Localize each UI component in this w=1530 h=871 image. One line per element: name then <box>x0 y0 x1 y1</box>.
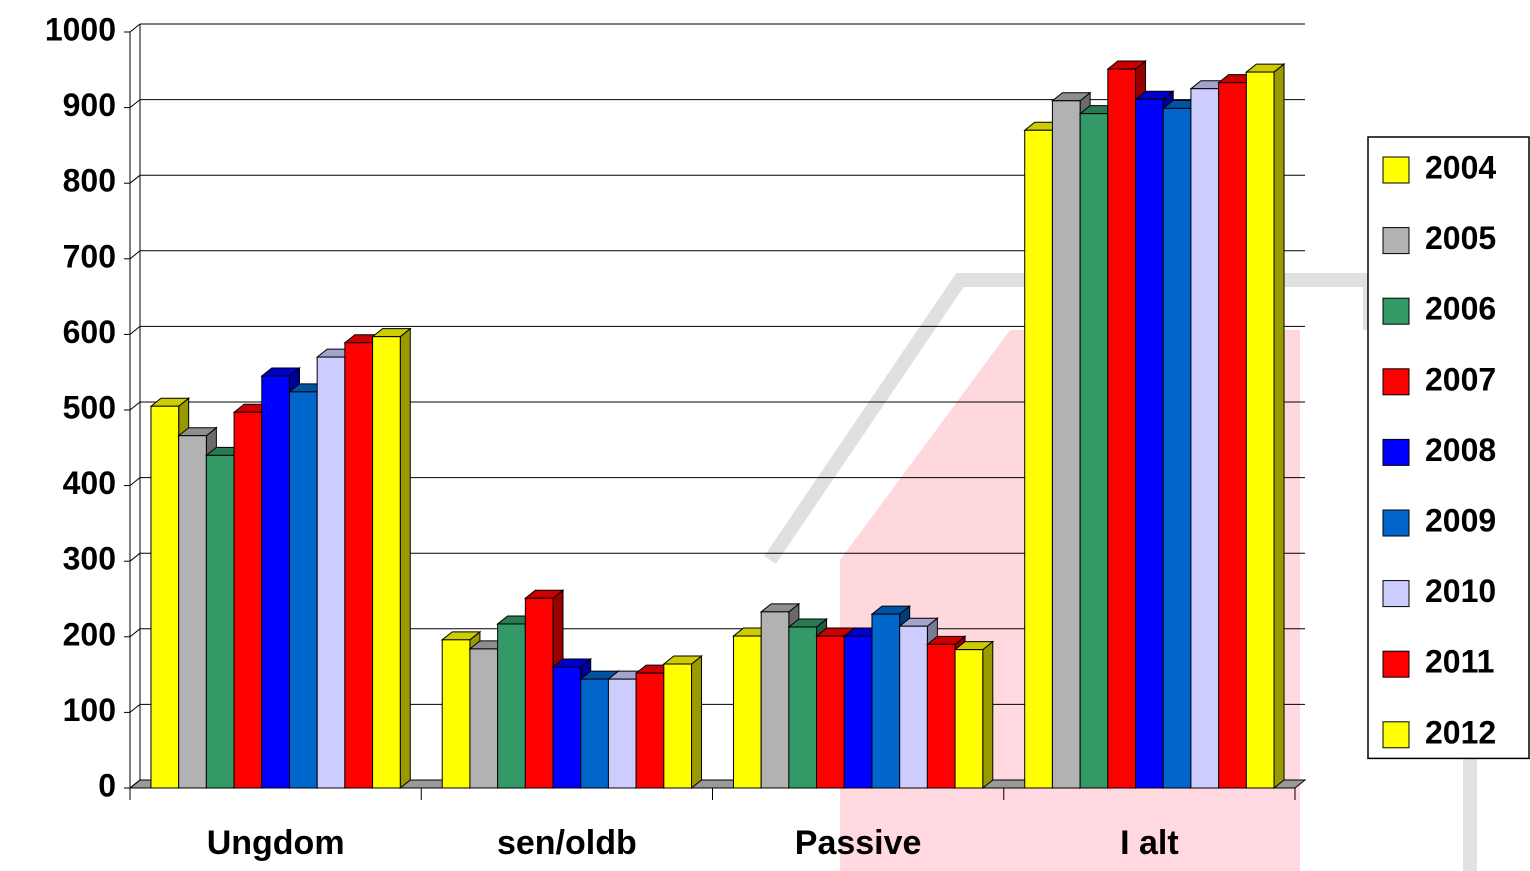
bar <box>816 635 845 789</box>
grid-line-side <box>129 174 141 184</box>
bar <box>1051 100 1081 789</box>
bar <box>441 639 471 789</box>
bar <box>1218 82 1247 789</box>
x-tick-label: I alt <box>1120 824 1179 862</box>
y-tick-label: 700 <box>63 238 116 274</box>
legend-label: 2009 <box>1425 502 1496 538</box>
legend-label: 2007 <box>1425 361 1496 397</box>
legend-swatch <box>1382 580 1410 608</box>
bar <box>899 625 928 789</box>
bar <box>663 663 693 789</box>
bar <box>1190 88 1220 789</box>
y-tick-label: 1000 <box>45 11 116 47</box>
bar <box>635 672 665 789</box>
y-tick-label: 600 <box>63 314 116 350</box>
bar <box>607 678 637 789</box>
legend-label: 2008 <box>1425 432 1496 468</box>
y-tick-label: 400 <box>63 465 116 501</box>
bar <box>871 613 901 789</box>
bar <box>1079 113 1109 789</box>
legend-swatch <box>1382 297 1410 325</box>
bar <box>344 342 374 789</box>
legend-swatch <box>1382 368 1410 396</box>
grid-line-side <box>129 250 141 260</box>
grid-line-side <box>129 552 141 562</box>
y-tick-label: 0 <box>98 767 116 803</box>
bar <box>178 435 207 789</box>
legend-label: 2004 <box>1425 149 1496 185</box>
legend-label: 2012 <box>1425 714 1496 750</box>
bar <box>469 648 499 789</box>
y-tick-label: 500 <box>63 389 116 425</box>
bar <box>552 666 582 789</box>
legend-swatch <box>1382 156 1410 184</box>
y-tick-label: 200 <box>63 616 116 652</box>
grid-line-side <box>129 23 141 33</box>
bar <box>233 411 263 789</box>
x-tick-label: Ungdom <box>207 824 345 862</box>
grid-line-side <box>129 779 141 789</box>
bar <box>1024 129 1053 789</box>
legend-swatch <box>1382 650 1410 678</box>
bar <box>732 635 762 789</box>
bar <box>316 356 346 789</box>
bar <box>205 454 235 789</box>
bar-side <box>982 640 994 790</box>
x-tick-label: Passive <box>795 824 922 862</box>
grid-line-side <box>129 99 141 108</box>
bar-side <box>399 327 411 790</box>
legend-label: 2010 <box>1425 573 1496 609</box>
y-tick-label: 900 <box>63 87 116 123</box>
bar <box>150 405 180 789</box>
bar-side <box>1273 63 1285 790</box>
bar <box>261 375 290 789</box>
grid-line-side <box>129 326 141 335</box>
bar <box>1162 107 1192 789</box>
bar <box>760 611 790 789</box>
legend-label: 2005 <box>1425 220 1496 256</box>
legend-swatch <box>1382 721 1410 749</box>
grid-line-side <box>129 477 141 486</box>
bar <box>1107 68 1137 789</box>
legend-swatch <box>1382 438 1410 466</box>
y-tick-label: 800 <box>63 163 116 199</box>
bar <box>1135 98 1164 789</box>
grid-line-side <box>129 401 141 411</box>
y-tick-label: 300 <box>63 541 116 577</box>
bar <box>926 643 956 789</box>
legend-swatch <box>1382 227 1410 255</box>
grid-line-side <box>129 628 141 638</box>
bar <box>580 678 609 789</box>
legend-swatch <box>1382 509 1410 537</box>
x-tick-label: sen/oldb <box>497 824 637 862</box>
bar <box>1245 71 1275 789</box>
legend-label: 2006 <box>1425 291 1496 327</box>
bar-side <box>691 654 703 790</box>
bar <box>288 391 318 789</box>
legend-label: 2011 <box>1425 644 1494 680</box>
bar <box>524 597 554 789</box>
y-tick-label: 100 <box>63 692 116 728</box>
bar <box>843 635 873 789</box>
bar <box>954 649 984 789</box>
grid-line-side <box>129 704 141 713</box>
bar <box>372 336 401 789</box>
bar <box>497 623 526 789</box>
bar <box>788 626 818 789</box>
